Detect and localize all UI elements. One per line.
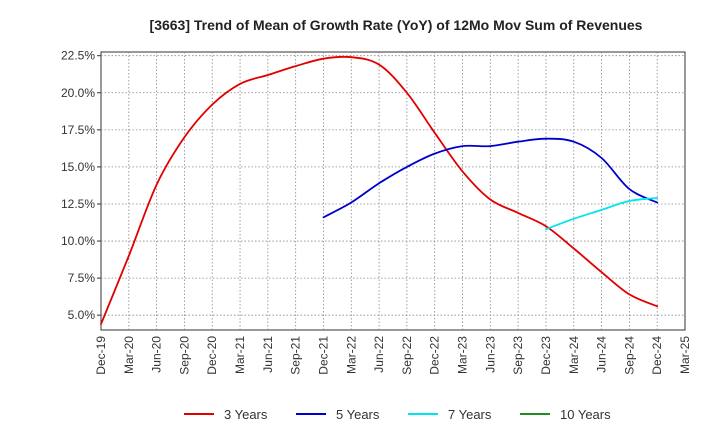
x-tick-label: Mar-25 (678, 336, 692, 374)
x-tick-label: Dec-24 (650, 336, 664, 375)
legend: 3 Years 5 Years 7 Years 10 Years (184, 407, 611, 422)
x-tick-label: Sep-22 (400, 336, 414, 375)
x-tick-label: Dec-22 (428, 336, 442, 375)
x-tick-label: Mar-20 (122, 336, 136, 374)
x-tick-label: Mar-24 (567, 336, 581, 374)
x-axis: Dec-19 Mar-20 Jun-20 Sep-20 Dec-20 Mar-21 Jun-… (94, 336, 692, 375)
x-tick-label: Mar-21 (233, 336, 247, 374)
x-tick-label: Jun-22 (372, 336, 386, 373)
y-axis: 5.0% 7.5% 10.0% 12.5% 15.0% 17.5% 20.0% 22.5% (61, 49, 101, 322)
legend-label-3-years: 3 Years (224, 407, 268, 422)
series-line-7-years (545, 197, 659, 231)
x-tick-label: Mar-23 (456, 336, 470, 374)
y-tick-label: 22.5% (61, 49, 95, 63)
x-tick-label: Jun-24 (595, 336, 609, 373)
legend-label-10-years: 10 Years (560, 407, 611, 422)
y-tick-label: 10.0% (61, 234, 95, 248)
x-tick-label: Sep-21 (289, 336, 303, 375)
y-tick-label: 5.0% (68, 308, 96, 322)
series-lines (100, 55, 659, 325)
x-tick-label: Dec-20 (205, 336, 219, 375)
x-tick-label: Jun-23 (483, 336, 497, 373)
x-tick-label: Sep-23 (511, 336, 525, 375)
x-tick-label: Dec-19 (94, 336, 108, 375)
y-tick-label: 12.5% (61, 197, 95, 211)
y-tick-label: 17.5% (61, 123, 95, 137)
y-tick-label: 7.5% (68, 271, 96, 285)
series-line-3-years (100, 55, 659, 325)
x-tick-label: Mar-22 (344, 336, 358, 374)
x-tick-label: Jun-21 (261, 336, 275, 373)
chart-title: [3663] Trend of Mean of Growth Rate (YoY… (150, 17, 643, 33)
grid-lines (101, 52, 685, 330)
x-tick-label: Sep-24 (622, 336, 636, 375)
legend-label-5-years: 5 Years (336, 407, 380, 422)
x-tick-label: Sep-20 (177, 336, 191, 375)
y-tick-label: 20.0% (61, 86, 95, 100)
legend-label-7-years: 7 Years (448, 407, 492, 422)
x-tick-label: Jun-20 (150, 336, 164, 373)
y-tick-label: 15.0% (61, 160, 95, 174)
x-tick-label: Dec-21 (316, 336, 330, 375)
series-line-5-years (322, 137, 659, 219)
plot-area (100, 51, 686, 331)
x-tick-label: Dec-23 (539, 336, 553, 375)
